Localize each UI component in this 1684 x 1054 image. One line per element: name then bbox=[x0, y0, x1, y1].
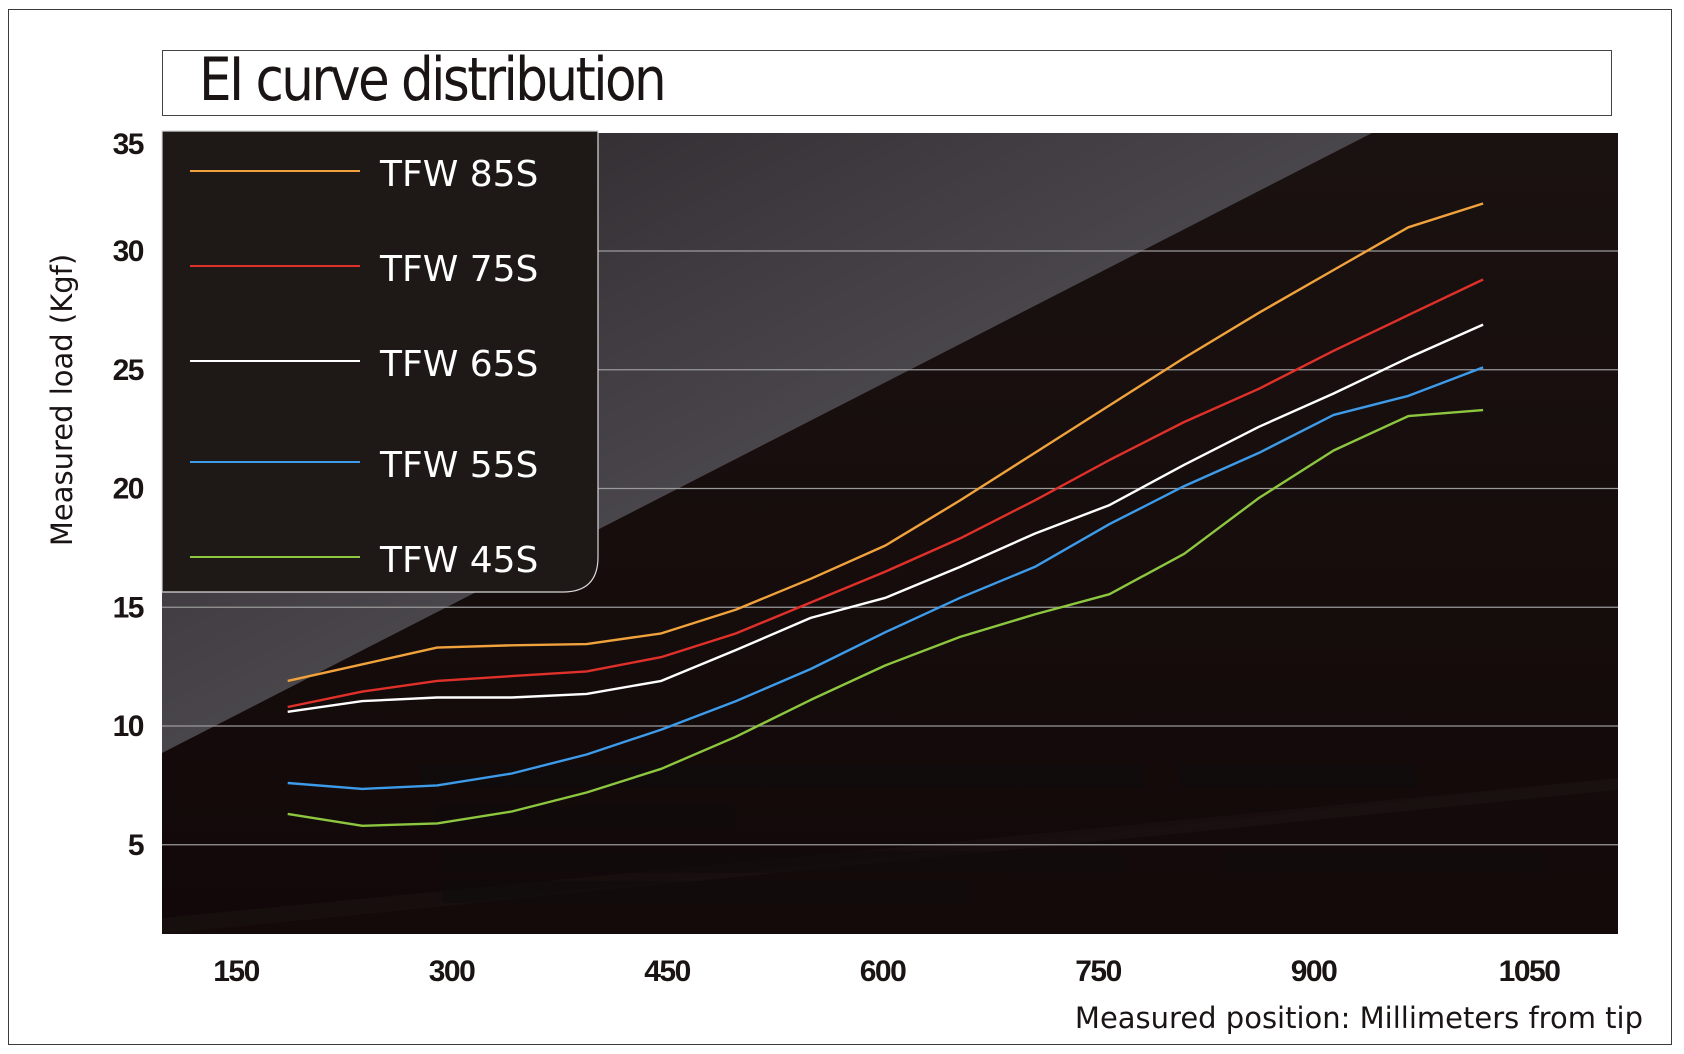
y-tick-label: 30 bbox=[113, 235, 144, 268]
y-axis-ticks: 5 10 15 20 25 30 35 bbox=[113, 128, 146, 862]
legend-label: TFW 65S bbox=[379, 344, 538, 385]
y-tick-label: 20 bbox=[113, 473, 144, 506]
legend-item: TFW 45S bbox=[190, 540, 538, 581]
series-line-tfw-85s bbox=[287, 202, 1484, 683]
legend-item: TFW 55S bbox=[190, 445, 538, 486]
y-tick-label: 10 bbox=[113, 710, 144, 743]
decor-bar bbox=[1223, 851, 1545, 873]
x-tick-label: 900 bbox=[1291, 955, 1337, 988]
legend: TFW 85S TFW 75S TFW 65S TFW 55S TFW 45S bbox=[161, 130, 599, 593]
x-tick-label: 150 bbox=[213, 955, 259, 988]
series-line-tfw-55s bbox=[287, 366, 1484, 791]
series-line-tfw-75s bbox=[287, 278, 1484, 709]
y-tick-label: 15 bbox=[113, 591, 144, 624]
y-axis-title: Measured load (Kgf) bbox=[45, 254, 79, 546]
x-tick-label: 450 bbox=[644, 955, 690, 988]
decor-bar bbox=[437, 806, 735, 830]
decor-bar bbox=[420, 763, 1144, 787]
series-line-tfw-65s bbox=[287, 323, 1484, 713]
x-tick-label: 1050 bbox=[1499, 955, 1561, 988]
legend-item: TFW 75S bbox=[190, 249, 538, 290]
legend-label: TFW 75S bbox=[379, 249, 538, 290]
legend-label: TFW 55S bbox=[379, 445, 538, 486]
legend-item: TFW 65S bbox=[190, 344, 538, 385]
plot-area bbox=[162, 133, 1618, 934]
title-box: EI curve distribution bbox=[162, 45, 1612, 116]
y-tick-label: 25 bbox=[113, 354, 144, 387]
decorative-bars bbox=[420, 763, 1545, 903]
y-tick-label: 5 bbox=[128, 829, 144, 862]
x-tick-label: 600 bbox=[860, 955, 906, 988]
series-lines bbox=[287, 202, 1484, 827]
legend-label: TFW 85S bbox=[379, 154, 538, 195]
x-axis-ticks: 150 300 450 600 750 900 1050 bbox=[213, 955, 1561, 988]
legend-label: TFW 45S bbox=[379, 540, 538, 581]
series-line-tfw-45s bbox=[287, 408, 1484, 827]
decor-bar bbox=[443, 851, 1123, 873]
y-tick-label: 35 bbox=[113, 128, 144, 161]
x-axis-title: Measured position: Millimeters from tip bbox=[1075, 1001, 1643, 1035]
chart-title: EI curve distribution bbox=[199, 45, 667, 115]
figure-frame bbox=[8, 9, 1672, 1045]
decor-bar bbox=[443, 881, 973, 903]
legend-box bbox=[161, 130, 599, 593]
x-tick-label: 300 bbox=[429, 955, 475, 988]
decor-bar bbox=[1179, 763, 1417, 787]
legend-item: TFW 85S bbox=[190, 154, 538, 195]
x-tick-label: 750 bbox=[1075, 955, 1121, 988]
